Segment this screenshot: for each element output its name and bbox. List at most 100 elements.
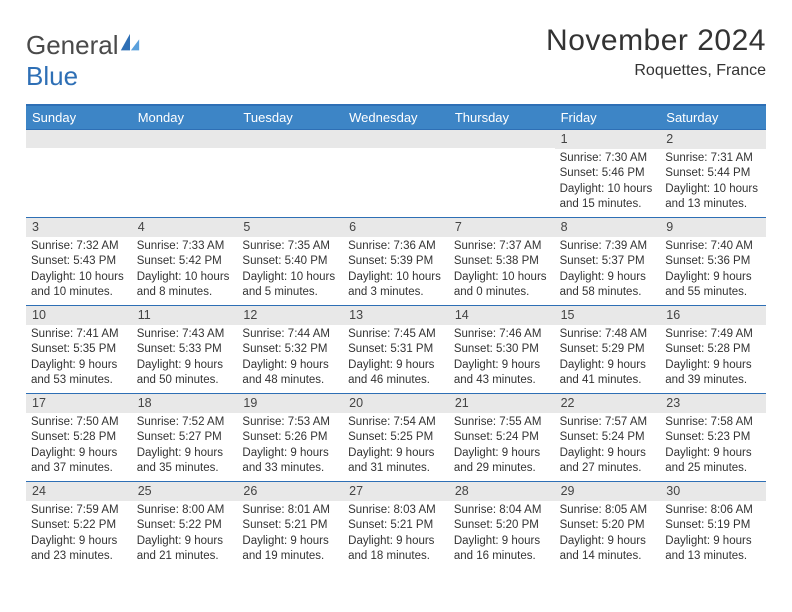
day-body: Sunrise: 7:52 AMSunset: 5:27 PMDaylight:… [132, 413, 238, 481]
day-body: Sunrise: 7:50 AMSunset: 5:28 PMDaylight:… [26, 413, 132, 481]
day-number: 23 [660, 394, 766, 413]
sunset-text: Sunset: 5:24 PM [454, 430, 550, 446]
day-cell: 17Sunrise: 7:50 AMSunset: 5:28 PMDayligh… [26, 394, 132, 481]
day-cell: 5Sunrise: 7:35 AMSunset: 5:40 PMDaylight… [237, 218, 343, 305]
sunset-text: Sunset: 5:25 PM [348, 430, 444, 446]
day-number: 5 [237, 218, 343, 237]
day-number [237, 130, 343, 148]
weekday-header-row: SundayMondayTuesdayWednesdayThursdayFrid… [26, 106, 766, 129]
day-cell: 7Sunrise: 7:37 AMSunset: 5:38 PMDaylight… [449, 218, 555, 305]
day-body: Sunrise: 7:49 AMSunset: 5:28 PMDaylight:… [660, 325, 766, 393]
day-number: 30 [660, 482, 766, 501]
weekday-header: Sunday [26, 106, 132, 129]
day-body: Sunrise: 7:57 AMSunset: 5:24 PMDaylight:… [555, 413, 661, 481]
sunset-text: Sunset: 5:22 PM [137, 518, 233, 534]
sunrise-text: Sunrise: 7:36 AM [348, 239, 444, 255]
daylight-text: Daylight: 9 hours and 19 minutes. [242, 534, 338, 565]
day-body: Sunrise: 7:36 AMSunset: 5:39 PMDaylight:… [343, 237, 449, 305]
day-cell: 9Sunrise: 7:40 AMSunset: 5:36 PMDaylight… [660, 218, 766, 305]
day-cell: 12Sunrise: 7:44 AMSunset: 5:32 PMDayligh… [237, 306, 343, 393]
sunrise-text: Sunrise: 7:41 AM [31, 327, 127, 343]
day-cell: 16Sunrise: 7:49 AMSunset: 5:28 PMDayligh… [660, 306, 766, 393]
week-row: 24Sunrise: 7:59 AMSunset: 5:22 PMDayligh… [26, 481, 766, 569]
daylight-text: Daylight: 9 hours and 43 minutes. [454, 358, 550, 389]
day-number: 9 [660, 218, 766, 237]
daylight-text: Daylight: 9 hours and 48 minutes. [242, 358, 338, 389]
day-number: 10 [26, 306, 132, 325]
sunrise-text: Sunrise: 7:50 AM [31, 415, 127, 431]
day-number [449, 130, 555, 148]
day-number [132, 130, 238, 148]
sunset-text: Sunset: 5:42 PM [137, 254, 233, 270]
sunrise-text: Sunrise: 7:49 AM [665, 327, 761, 343]
weekday-header: Wednesday [343, 106, 449, 129]
daylight-text: Daylight: 9 hours and 14 minutes. [560, 534, 656, 565]
day-body: Sunrise: 7:32 AMSunset: 5:43 PMDaylight:… [26, 237, 132, 305]
day-number: 13 [343, 306, 449, 325]
day-cell [26, 130, 132, 217]
sunrise-text: Sunrise: 7:43 AM [137, 327, 233, 343]
sunrise-text: Sunrise: 7:53 AM [242, 415, 338, 431]
day-number [343, 130, 449, 148]
brand-logo: GeneralBlue [26, 24, 141, 92]
daylight-text: Daylight: 10 hours and 8 minutes. [137, 270, 233, 301]
day-number [26, 130, 132, 148]
weekday-header: Saturday [660, 106, 766, 129]
sunrise-text: Sunrise: 8:05 AM [560, 503, 656, 519]
day-body: Sunrise: 7:46 AMSunset: 5:30 PMDaylight:… [449, 325, 555, 393]
weekday-header: Thursday [449, 106, 555, 129]
day-number: 29 [555, 482, 661, 501]
daylight-text: Daylight: 10 hours and 15 minutes. [560, 182, 656, 213]
daylight-text: Daylight: 9 hours and 55 minutes. [665, 270, 761, 301]
brand-sail-icon [119, 30, 141, 60]
day-body: Sunrise: 7:33 AMSunset: 5:42 PMDaylight:… [132, 237, 238, 305]
daylight-text: Daylight: 9 hours and 29 minutes. [454, 446, 550, 477]
sunrise-text: Sunrise: 8:01 AM [242, 503, 338, 519]
day-body: Sunrise: 7:55 AMSunset: 5:24 PMDaylight:… [449, 413, 555, 481]
sunset-text: Sunset: 5:26 PM [242, 430, 338, 446]
location-label: Roquettes, France [546, 62, 766, 80]
week-row: 3Sunrise: 7:32 AMSunset: 5:43 PMDaylight… [26, 217, 766, 305]
day-number: 8 [555, 218, 661, 237]
sunrise-text: Sunrise: 7:31 AM [665, 151, 761, 167]
sunrise-text: Sunrise: 7:33 AM [137, 239, 233, 255]
day-body: Sunrise: 8:04 AMSunset: 5:20 PMDaylight:… [449, 501, 555, 569]
brand-part2: Blue [26, 61, 78, 91]
sunset-text: Sunset: 5:19 PM [665, 518, 761, 534]
week-row: 10Sunrise: 7:41 AMSunset: 5:35 PMDayligh… [26, 305, 766, 393]
daylight-text: Daylight: 9 hours and 46 minutes. [348, 358, 444, 389]
day-number: 19 [237, 394, 343, 413]
day-number: 1 [555, 130, 661, 149]
sunrise-text: Sunrise: 7:57 AM [560, 415, 656, 431]
daylight-text: Daylight: 9 hours and 33 minutes. [242, 446, 338, 477]
weeks-container: 1Sunrise: 7:30 AMSunset: 5:46 PMDaylight… [26, 129, 766, 569]
day-cell: 24Sunrise: 7:59 AMSunset: 5:22 PMDayligh… [26, 482, 132, 569]
sunset-text: Sunset: 5:31 PM [348, 342, 444, 358]
sunset-text: Sunset: 5:20 PM [560, 518, 656, 534]
sunset-text: Sunset: 5:37 PM [560, 254, 656, 270]
sunrise-text: Sunrise: 7:58 AM [665, 415, 761, 431]
sunset-text: Sunset: 5:21 PM [348, 518, 444, 534]
sunrise-text: Sunrise: 7:54 AM [348, 415, 444, 431]
day-body: Sunrise: 7:59 AMSunset: 5:22 PMDaylight:… [26, 501, 132, 569]
day-body: Sunrise: 8:05 AMSunset: 5:20 PMDaylight:… [555, 501, 661, 569]
calendar: SundayMondayTuesdayWednesdayThursdayFrid… [26, 104, 766, 569]
day-cell: 14Sunrise: 7:46 AMSunset: 5:30 PMDayligh… [449, 306, 555, 393]
day-number: 15 [555, 306, 661, 325]
day-number: 7 [449, 218, 555, 237]
sunrise-text: Sunrise: 8:06 AM [665, 503, 761, 519]
sunrise-text: Sunrise: 8:03 AM [348, 503, 444, 519]
daylight-text: Daylight: 9 hours and 35 minutes. [137, 446, 233, 477]
daylight-text: Daylight: 9 hours and 21 minutes. [137, 534, 233, 565]
day-number: 17 [26, 394, 132, 413]
day-cell: 15Sunrise: 7:48 AMSunset: 5:29 PMDayligh… [555, 306, 661, 393]
sunrise-text: Sunrise: 7:39 AM [560, 239, 656, 255]
day-number: 18 [132, 394, 238, 413]
sunset-text: Sunset: 5:33 PM [137, 342, 233, 358]
day-cell: 2Sunrise: 7:31 AMSunset: 5:44 PMDaylight… [660, 130, 766, 217]
sunset-text: Sunset: 5:27 PM [137, 430, 233, 446]
day-number: 28 [449, 482, 555, 501]
weekday-header: Tuesday [237, 106, 343, 129]
day-number: 3 [26, 218, 132, 237]
sunset-text: Sunset: 5:38 PM [454, 254, 550, 270]
